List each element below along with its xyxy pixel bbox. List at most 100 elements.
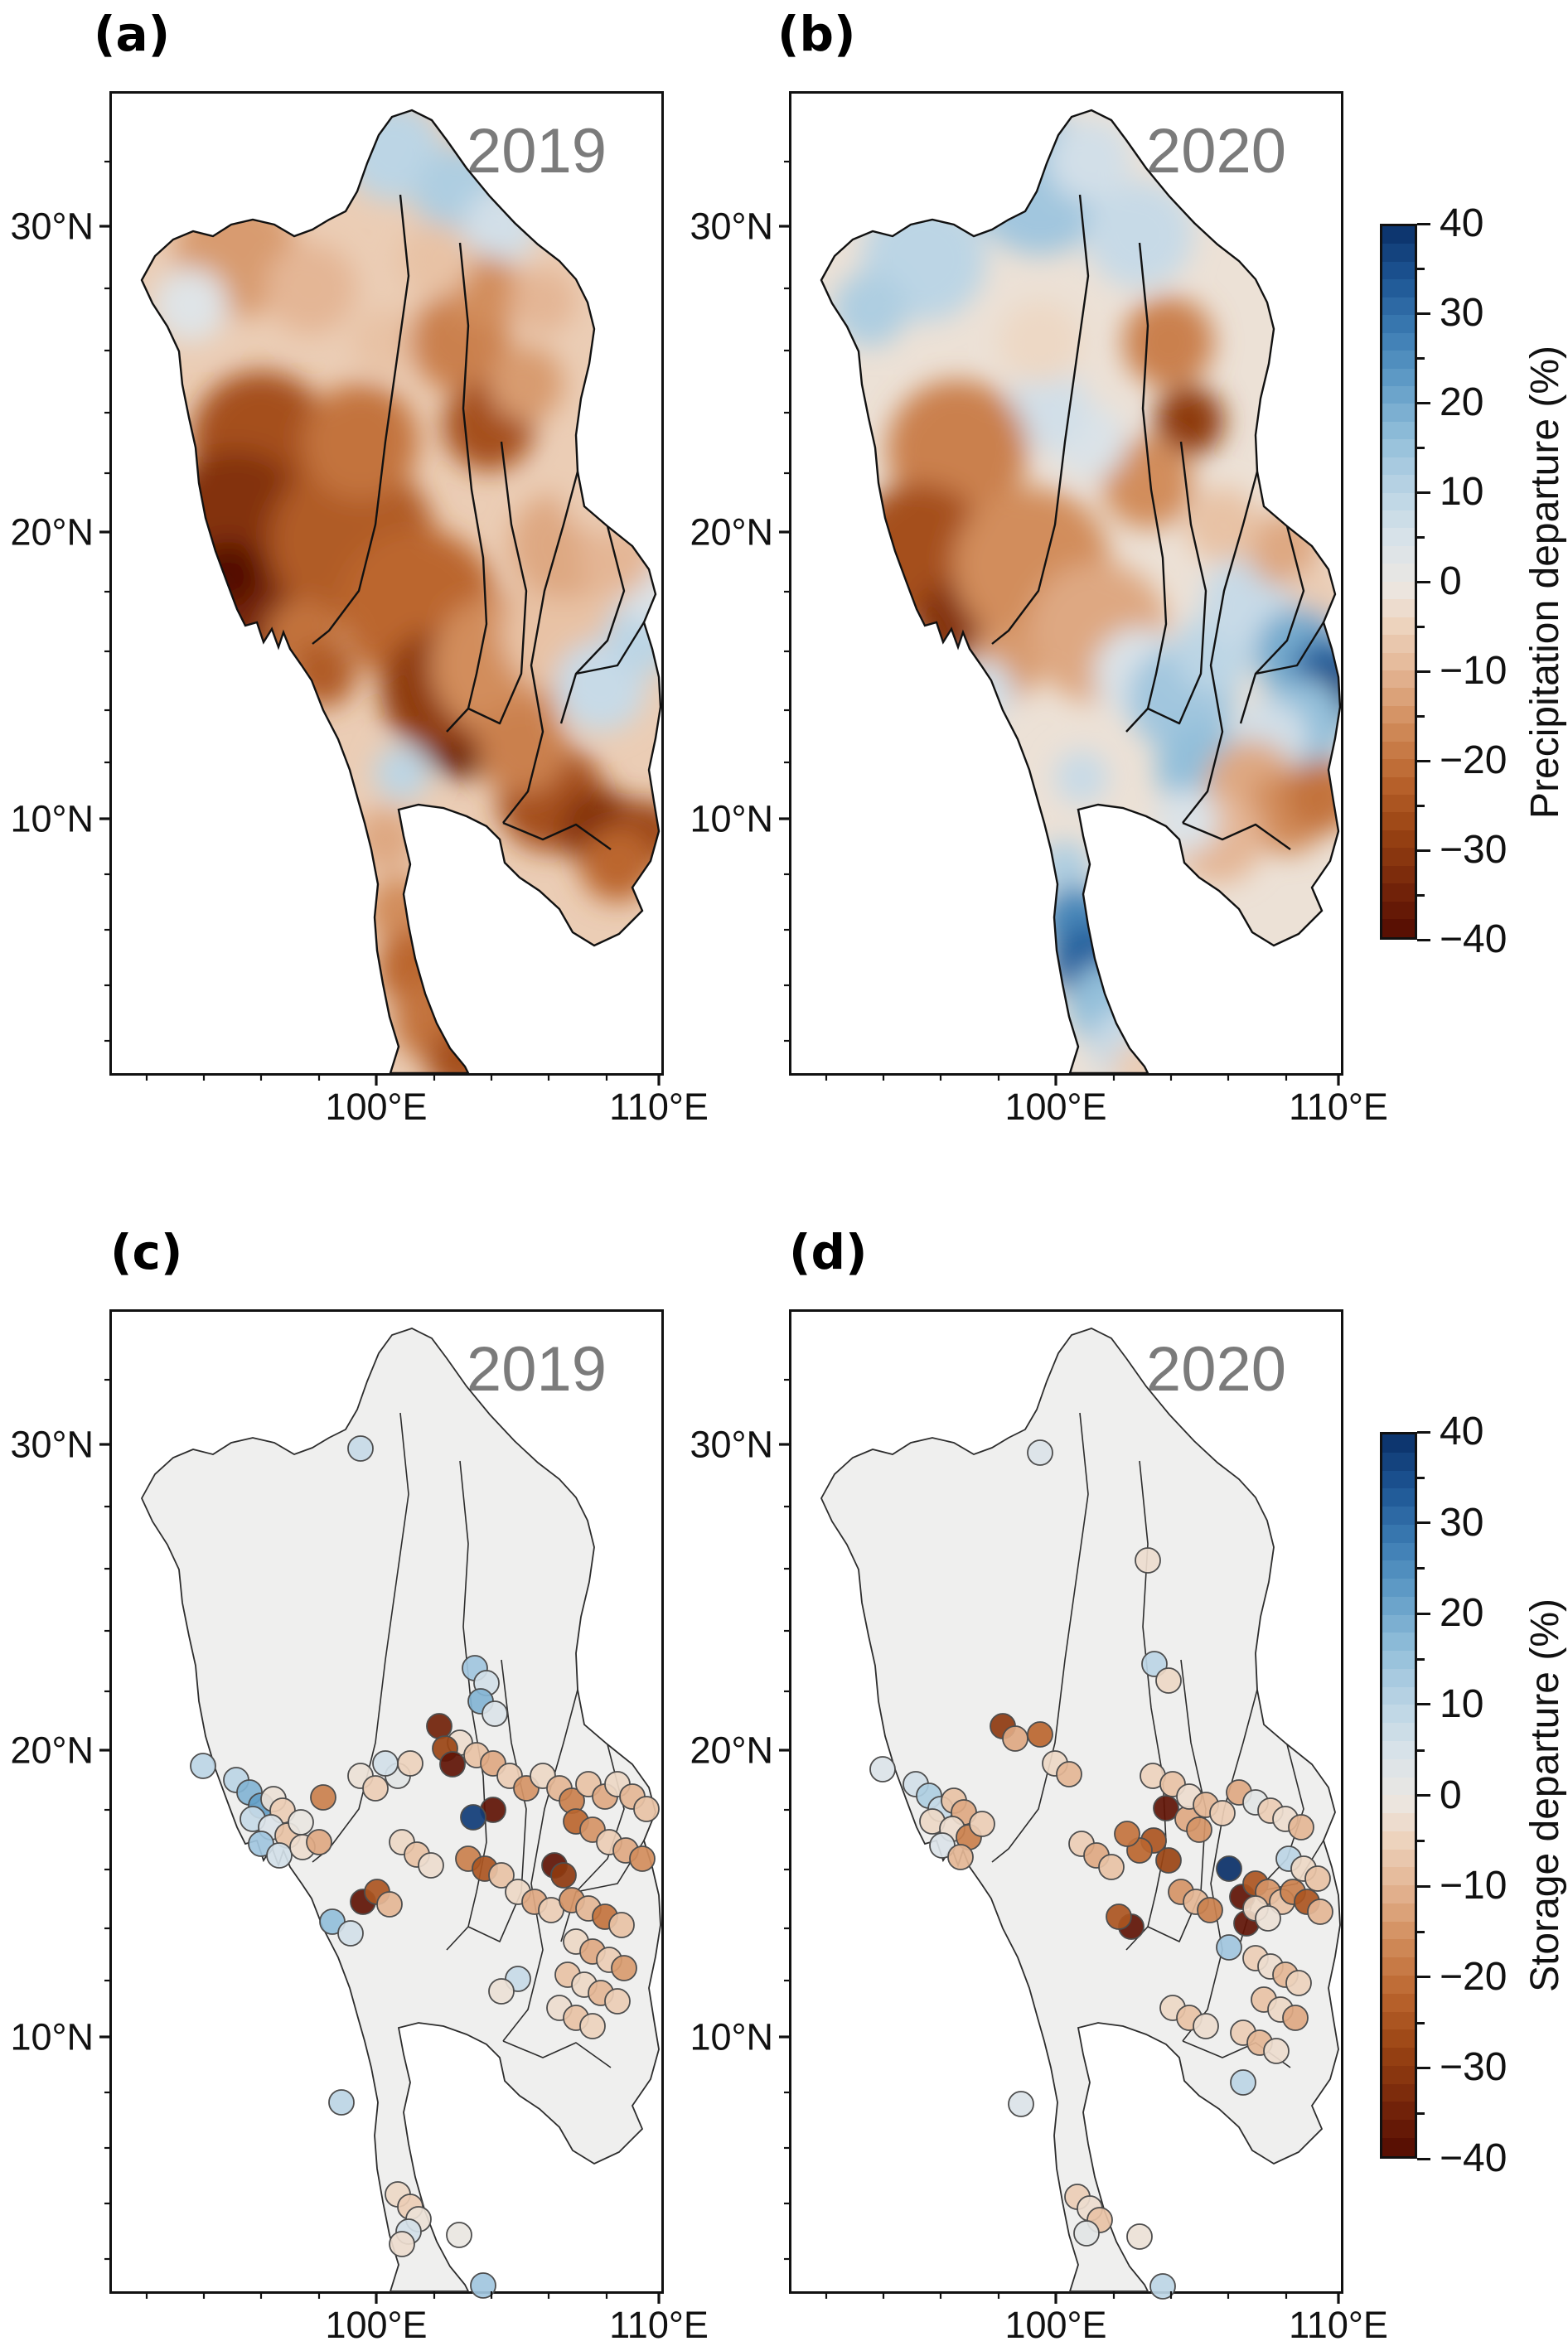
reservoir-dot bbox=[439, 1751, 466, 1778]
colorbar-major-tick bbox=[1417, 312, 1430, 315]
colorbar-major-tick bbox=[1417, 1703, 1430, 1706]
colorbar-minor-tick bbox=[1417, 894, 1425, 897]
map-storage-2020 bbox=[779, 1328, 1341, 2304]
reservoir-dot bbox=[1106, 1903, 1132, 1930]
reservoir-dot bbox=[337, 1920, 364, 1947]
map-precipitation-2019 bbox=[99, 109, 662, 1086]
reservoir-dot bbox=[310, 1784, 336, 1811]
axis-ticks bbox=[99, 160, 661, 1086]
lat-tick-label: 10°N bbox=[690, 2015, 773, 2058]
lat-tick-label: 10°N bbox=[690, 797, 773, 840]
anomaly-field bbox=[821, 110, 1340, 1073]
colorbar-minor-tick bbox=[1417, 1840, 1425, 1843]
colorbar-title-text: Precipitation departure (%) bbox=[1523, 345, 1567, 819]
colorbar-major-tick bbox=[1417, 759, 1430, 762]
reservoir-dot bbox=[869, 1756, 896, 1782]
colorbar-minor-tick bbox=[1417, 1749, 1425, 1752]
lat-tick-label: 30°N bbox=[10, 205, 94, 248]
reservoir-dot bbox=[362, 1775, 389, 1802]
colorbar-gradient bbox=[1380, 1432, 1417, 2159]
lon-tick-label: 110°E bbox=[609, 2304, 709, 2346]
reservoir-dot bbox=[629, 1845, 656, 1872]
colorbar-tick-label: 0 bbox=[1440, 1773, 1462, 1817]
colorbar-major-tick bbox=[1417, 2157, 1430, 2160]
reservoir-dot bbox=[1216, 1934, 1242, 1961]
colorbar-minor-tick bbox=[1417, 715, 1425, 718]
lat-tick-label: 30°N bbox=[690, 1423, 773, 1466]
lon-tick-label: 100°E bbox=[1004, 2304, 1107, 2346]
colorbar-major-tick bbox=[1417, 1612, 1430, 1615]
reservoir-dot bbox=[1126, 2223, 1153, 2250]
reservoir-dot bbox=[1008, 2091, 1034, 2117]
panel-label-a: (a) bbox=[94, 6, 171, 62]
reservoir-dot bbox=[1155, 1847, 1182, 1874]
reservoir-dot bbox=[1193, 2013, 1219, 2039]
colorbar-minor-tick bbox=[1417, 536, 1425, 539]
lon-tick-label: 110°E bbox=[1289, 1086, 1388, 1128]
colorbar-minor-tick bbox=[1417, 1567, 1425, 1570]
map-panel-storage-2019: 2019 30°N 20°N 10°N 100°E 110°E bbox=[10, 1309, 709, 2344]
reservoir-dot bbox=[418, 1852, 444, 1879]
reservoir-dot bbox=[633, 1796, 660, 1822]
reservoir-dot bbox=[1153, 1795, 1179, 1821]
colorbar-storage: Storage departure (%) 40 30 20 10 0 −10 −20 −30… bbox=[1380, 1412, 1567, 2179]
reservoir-markers bbox=[190, 1435, 660, 2299]
reservoir-dot bbox=[1002, 1725, 1028, 1752]
colorbar-major-tick bbox=[1417, 1430, 1430, 1434]
colorbar-title: Precipitation departure (%) bbox=[1522, 224, 1568, 940]
colorbar-tick-label: −40 bbox=[1440, 2136, 1508, 2180]
reservoir-dot bbox=[1114, 1821, 1140, 1847]
colorbar-tick-label: 30 bbox=[1440, 291, 1484, 335]
colorbar-major-tick bbox=[1417, 938, 1430, 941]
colorbar-major-tick bbox=[1417, 401, 1430, 404]
panel-label-c: (c) bbox=[110, 1224, 183, 1280]
colorbar-gradient bbox=[1380, 224, 1417, 940]
colorbar-tick-label: 30 bbox=[1440, 1500, 1484, 1545]
colorbar-major-tick bbox=[1417, 491, 1430, 494]
colorbar-minor-tick bbox=[1417, 2021, 1425, 2024]
reservoir-dot bbox=[604, 1988, 631, 2015]
colorbar-minor-tick bbox=[1417, 357, 1425, 360]
colorbar-major-tick bbox=[1417, 1976, 1430, 1979]
colorbar-major-tick bbox=[1417, 670, 1430, 673]
lat-tick-label: 30°N bbox=[10, 1423, 94, 1466]
reservoir-dot bbox=[1186, 1816, 1212, 1843]
colorbar-minor-tick bbox=[1417, 626, 1425, 628]
colorbar-title: Storage departure (%) bbox=[1522, 1432, 1568, 2159]
colorbar-major-tick bbox=[1417, 1521, 1430, 1525]
reservoir-dot bbox=[482, 1700, 508, 1727]
reservoir-dot bbox=[1282, 2005, 1309, 2031]
reservoir-dot bbox=[1263, 2038, 1290, 2064]
colorbar-minor-tick bbox=[1417, 2112, 1425, 2116]
reservoir-dot bbox=[190, 1753, 216, 1779]
reservoir-dot bbox=[460, 1804, 486, 1831]
reservoir-dot bbox=[376, 1891, 403, 1918]
colorbar-tick-label: 20 bbox=[1440, 1591, 1484, 1636]
colorbar-minor-tick bbox=[1417, 268, 1425, 270]
map-panel-storage-2020: 2020 30°N 20°N 10°N 100°E 110°E bbox=[690, 1309, 1388, 2344]
colorbar-minor-tick bbox=[1417, 805, 1425, 807]
year-label: 2020 bbox=[1145, 116, 1286, 186]
colorbar-tick-label: 10 bbox=[1440, 1681, 1484, 1726]
reservoir-dot bbox=[372, 1750, 399, 1777]
colorbar-tick-label: 10 bbox=[1440, 470, 1484, 514]
reservoir-dot bbox=[550, 1862, 577, 1889]
colorbar-tick-label: 40 bbox=[1440, 1410, 1484, 1454]
panel-label-b: (b) bbox=[777, 6, 856, 62]
reservoir-dot bbox=[1285, 1970, 1312, 1996]
lat-tick-label: 20°N bbox=[690, 510, 773, 554]
reservoir-dot bbox=[1155, 1667, 1182, 1694]
reservoir-dot bbox=[947, 1844, 974, 1870]
colorbar-tick-label: −30 bbox=[1440, 828, 1508, 872]
reservoir-dot bbox=[1307, 1899, 1333, 1925]
colorbar-tick-label: 20 bbox=[1440, 380, 1484, 424]
reservoir-dot bbox=[608, 1912, 635, 1938]
reservoir-dot bbox=[266, 1842, 293, 1869]
region-outline bbox=[141, 1328, 661, 2292]
reservoir-dot bbox=[1255, 1905, 1281, 1932]
colorbar-tick-label: −20 bbox=[1440, 1954, 1508, 1999]
reservoir-dot bbox=[1216, 1855, 1242, 1882]
reservoir-dot bbox=[1027, 1439, 1053, 1466]
colorbar-tick-label: 40 bbox=[1440, 201, 1484, 245]
